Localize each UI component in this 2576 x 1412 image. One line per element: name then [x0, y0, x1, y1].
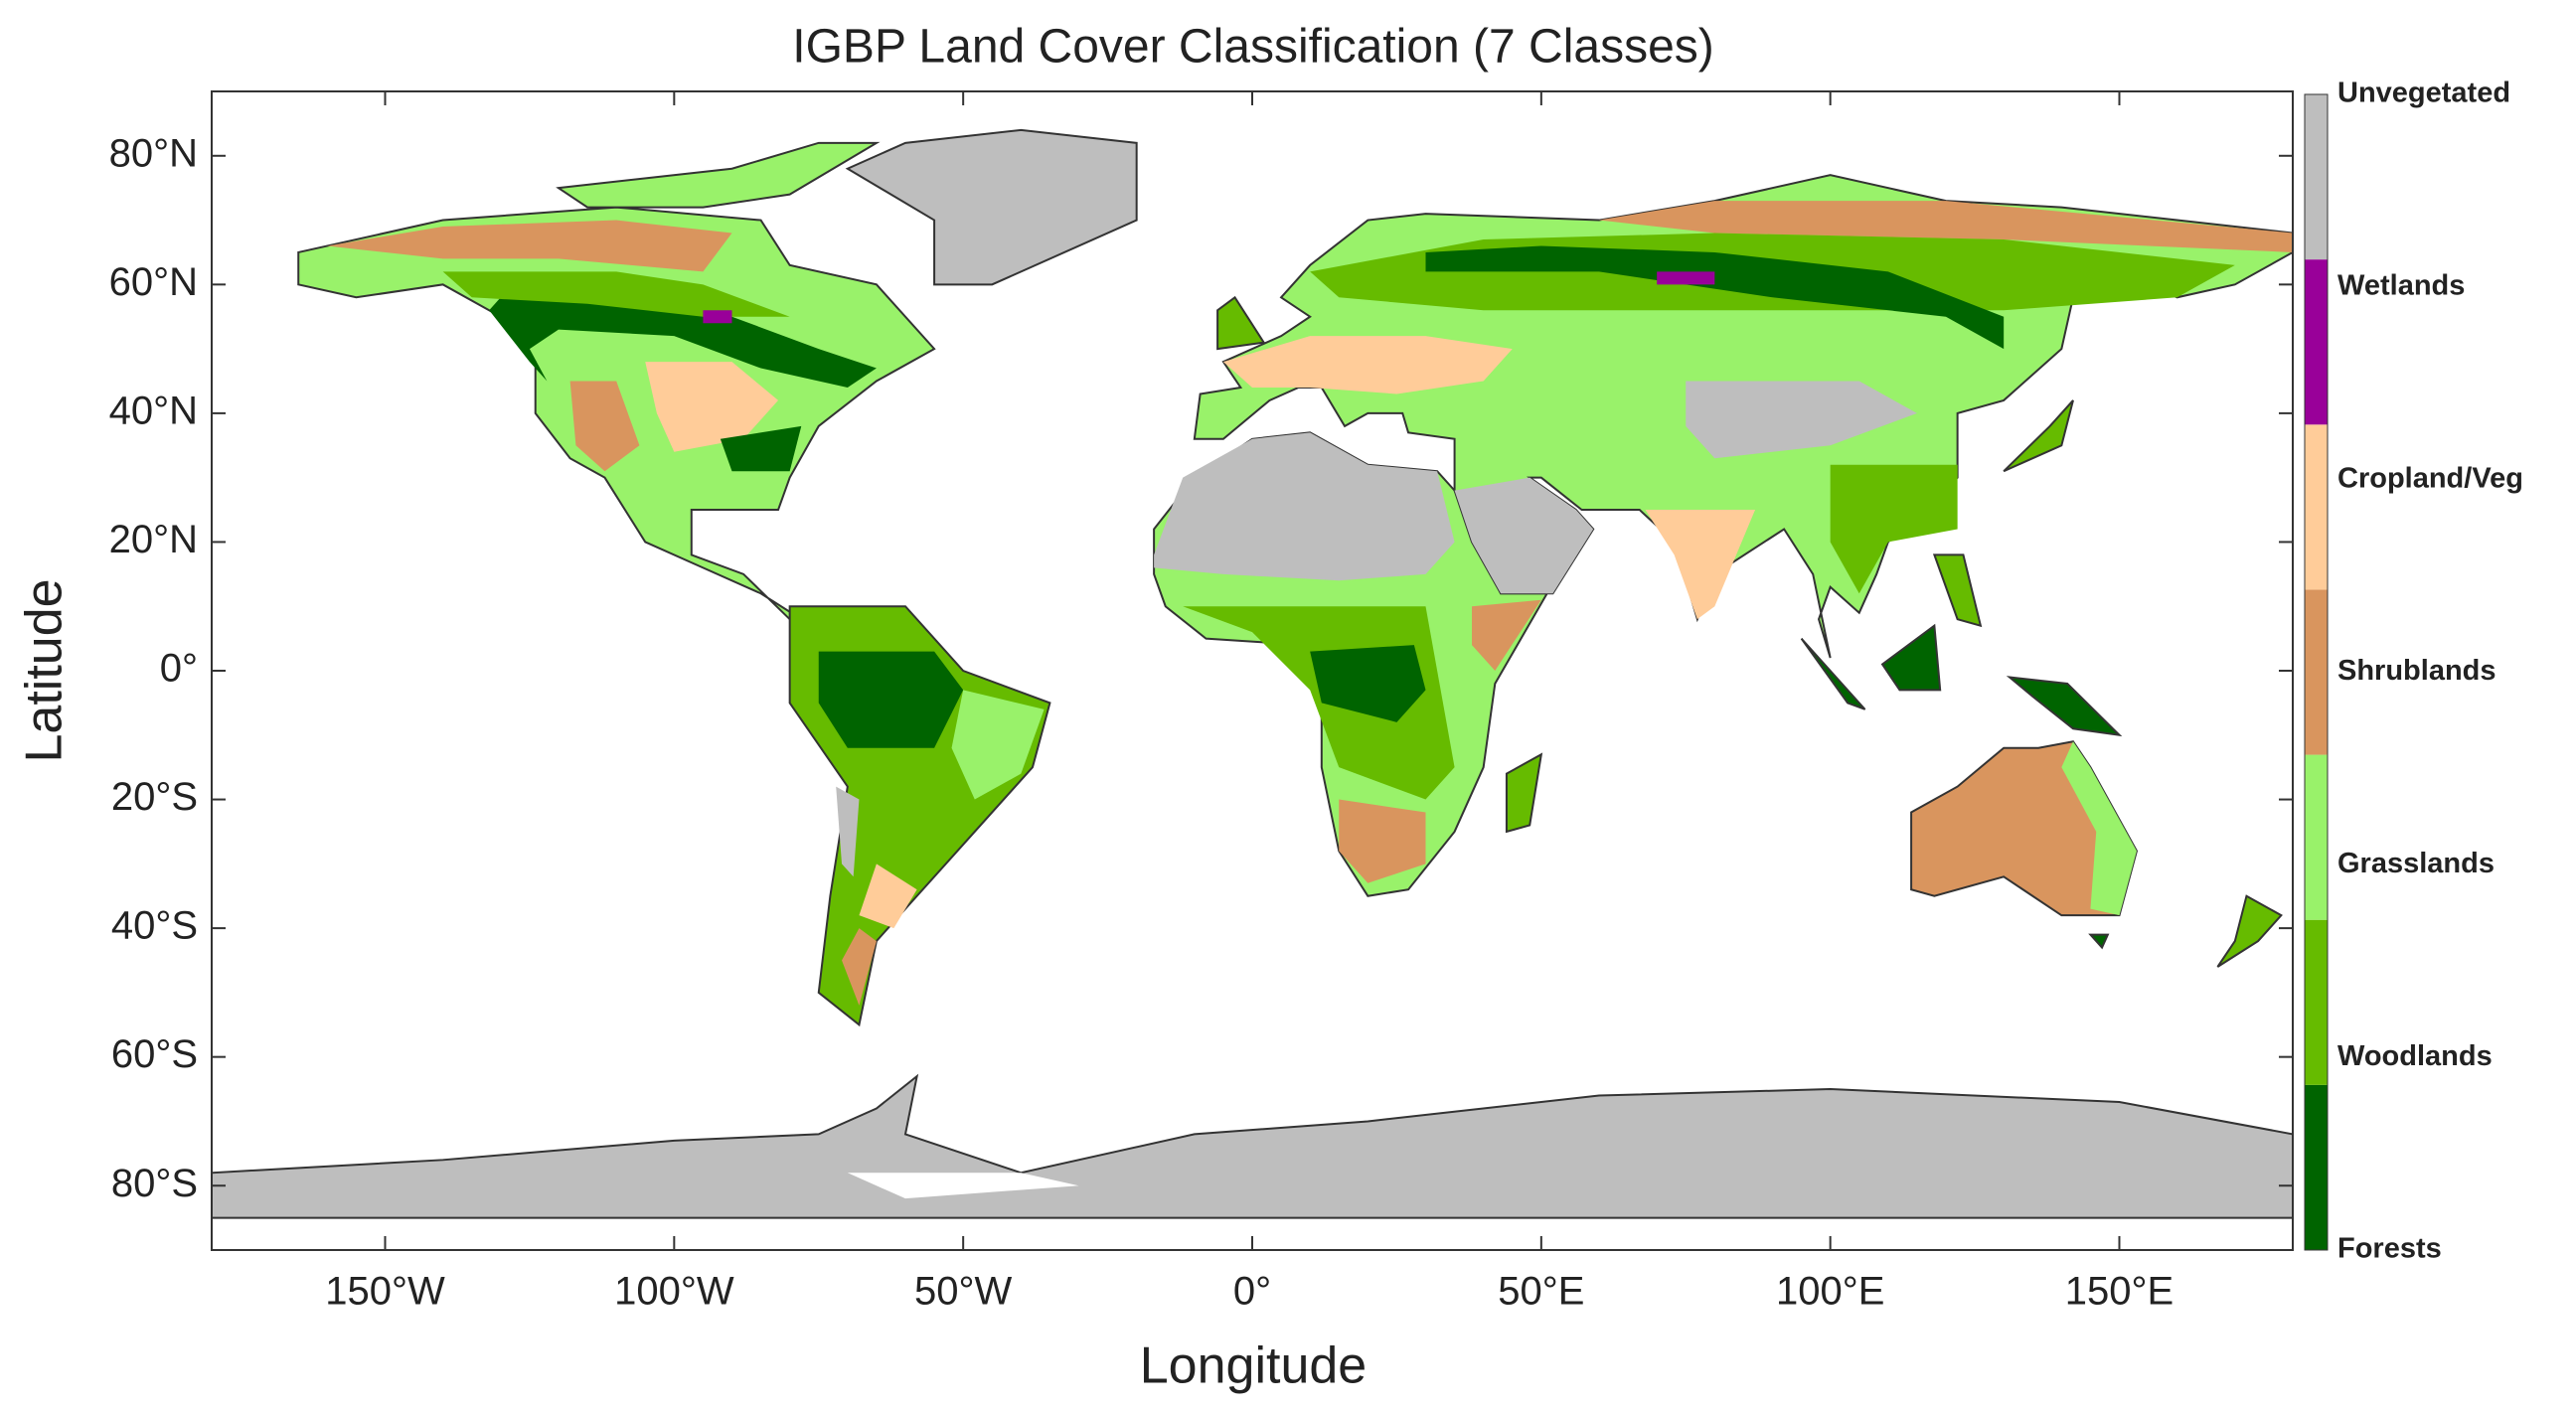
x-tick-label: 50°W	[914, 1270, 1012, 1314]
landmass	[212, 1076, 2293, 1218]
land-region	[1645, 510, 1756, 620]
colorbar-label: Cropland/Veg	[2337, 462, 2523, 494]
land-region	[489, 297, 877, 388]
colorbar-label: Woodlands	[2337, 1040, 2493, 1072]
chart-title: IGBP Land Cover Classification (7 Classe…	[792, 21, 1714, 74]
y-axis-label: Latitude	[16, 578, 74, 762]
y-tick-label: 40°S	[111, 904, 198, 948]
x-tick-label: 100°E	[1776, 1270, 1884, 1314]
x-tick-label: 100°W	[614, 1270, 734, 1314]
land-region	[1472, 599, 1541, 671]
y-tick-label: 0°	[160, 647, 198, 691]
y-tick-label: 20°S	[111, 775, 198, 819]
land-region	[1154, 432, 1455, 581]
y-tick-label: 80°N	[109, 131, 198, 175]
land-region	[1657, 271, 1715, 285]
colorbar-segment	[2305, 754, 2328, 920]
landmass	[2217, 896, 2281, 967]
land-region	[569, 381, 640, 472]
land-region	[842, 928, 877, 1006]
landmass	[2090, 935, 2107, 948]
colorbar-label: Unvegetated	[2337, 78, 2510, 109]
x-tick-label: 50°E	[1498, 1270, 1584, 1314]
y-tick-label: 60°N	[109, 260, 198, 304]
colorbar-segment	[2305, 259, 2328, 425]
landmass	[2010, 677, 2120, 734]
colorbar-segment	[2305, 1084, 2328, 1250]
land-region	[951, 690, 1045, 800]
ice-shelf	[847, 1173, 1079, 1199]
colorbar-label: Grasslands	[2337, 848, 2495, 879]
land-region	[442, 271, 790, 317]
land-region	[859, 863, 917, 929]
x-tick-label: 0°	[1233, 1270, 1271, 1314]
colorbar-label: Forests	[2337, 1233, 2442, 1265]
colorbar-label: Wetlands	[2337, 269, 2465, 301]
colorbar-label: Shrublands	[2337, 655, 2496, 687]
x-tick-label: 150°E	[2065, 1270, 2174, 1314]
colorbar-segment	[2305, 919, 2328, 1085]
land-region	[703, 310, 732, 324]
land-region	[1222, 336, 1513, 394]
landmass	[1217, 297, 1264, 349]
colorbar-frame	[2304, 93, 2329, 1251]
colorbar-segment	[2305, 94, 2328, 260]
land-region	[720, 425, 802, 472]
x-tick-label: 150°W	[325, 1270, 445, 1314]
x-axis-label: Longitude	[1140, 1337, 1367, 1395]
land-region	[2061, 741, 2137, 916]
landmass	[559, 143, 877, 208]
land-region	[645, 362, 779, 452]
land-region	[1310, 645, 1426, 722]
landmass	[848, 130, 1137, 284]
land-region	[836, 786, 860, 877]
landmass	[2004, 400, 2073, 471]
land-region	[1830, 464, 1958, 594]
land-region	[1686, 381, 1917, 459]
land-region	[818, 651, 964, 748]
colorbar-segment	[2305, 589, 2328, 755]
landmass	[1882, 626, 1940, 691]
land	[212, 130, 2293, 1218]
y-tick-label: 20°N	[109, 518, 198, 561]
land-region	[1339, 799, 1426, 883]
y-tick-label: 40°N	[109, 389, 198, 432]
land-region	[327, 220, 732, 272]
land-region	[1599, 201, 2294, 252]
y-tick-label: 60°S	[111, 1032, 198, 1076]
land-region	[1425, 245, 2005, 350]
landmass	[1934, 554, 1981, 625]
colorbar-segment	[2305, 424, 2328, 590]
land-region	[1454, 477, 1594, 594]
y-tick-label: 80°S	[111, 1162, 198, 1205]
landmass	[1802, 639, 1865, 709]
landmass	[1507, 754, 1541, 832]
